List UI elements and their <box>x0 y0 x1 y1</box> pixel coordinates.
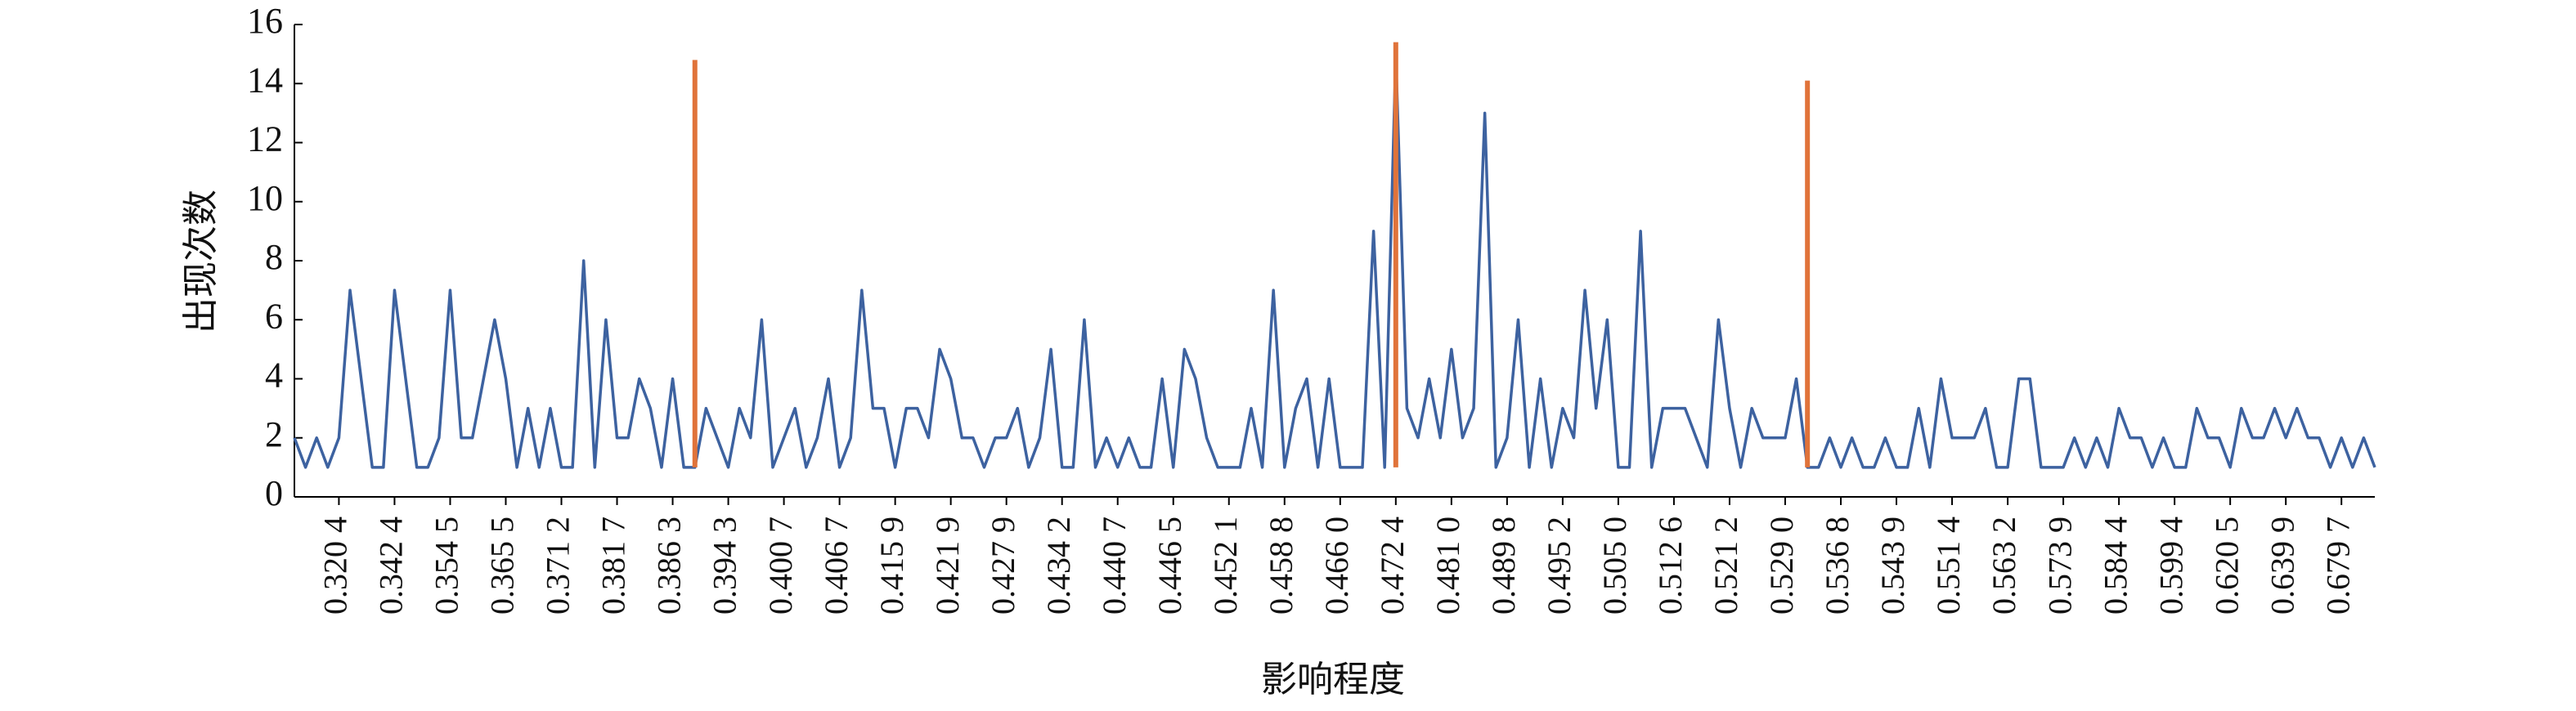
x-tick-label: 0.415 9 <box>873 516 910 615</box>
data-line <box>293 52 2376 469</box>
x-tick-label: 0.381 7 <box>595 516 632 615</box>
x-tick-label: 0.495 2 <box>1541 516 1577 615</box>
x-tick-label: 0.584 4 <box>2097 516 2134 615</box>
x-tick-label: 0.400 7 <box>762 516 799 615</box>
x-tick-label: 0.505 0 <box>1596 516 1633 615</box>
x-tick-label: 0.394 3 <box>707 516 743 615</box>
y-tick-label: 2 <box>265 414 283 454</box>
x-tick-label: 0.406 7 <box>818 516 855 615</box>
x-tick-label: 0.365 5 <box>484 516 521 615</box>
y-tick-label: 0 <box>265 473 283 513</box>
x-tick-label: 0.481 0 <box>1429 516 1466 615</box>
x-tick-label: 0.620 5 <box>2208 516 2245 615</box>
x-tick-label: 0.452 1 <box>1207 516 1244 615</box>
x-tick-label: 0.639 9 <box>2264 516 2300 615</box>
y-tick-label: 14 <box>247 60 283 100</box>
x-tick-label: 0.679 7 <box>2319 516 2356 615</box>
x-tick-label: 0.529 0 <box>1763 516 1800 615</box>
x-tick-label: 0.371 2 <box>540 516 577 615</box>
x-tick-label: 0.458 8 <box>1263 516 1299 615</box>
y-tick-label: 16 <box>247 1 283 41</box>
x-tick-label: 0.427 9 <box>985 516 1021 615</box>
y-tick-label: 8 <box>265 237 283 277</box>
y-tick-label: 12 <box>247 119 283 159</box>
y-tick-label: 6 <box>265 296 283 336</box>
x-tick-label: 0.563 2 <box>1986 516 2022 615</box>
x-tick-label: 0.466 0 <box>1318 516 1355 615</box>
y-tick-label: 4 <box>265 356 283 396</box>
x-tick-label: 0.521 2 <box>1708 516 1744 615</box>
x-tick-label: 0.386 3 <box>651 516 688 615</box>
x-tick-label: 0.446 5 <box>1151 516 1188 615</box>
x-tick-label: 0.342 4 <box>373 516 410 615</box>
x-tick-label: 0.320 4 <box>317 516 354 615</box>
x-tick-label: 0.489 8 <box>1485 516 1522 615</box>
x-tick-label: 0.434 2 <box>1040 516 1077 615</box>
x-axis-label: 影响程度 <box>1261 660 1405 700</box>
x-tick-label: 0.536 8 <box>1819 516 1856 615</box>
x-tick-label: 0.573 9 <box>2041 516 2078 615</box>
x-tick-label: 0.599 4 <box>2152 516 2189 615</box>
y-axis-label: 出现次数 <box>181 190 221 333</box>
y-tick-label: 10 <box>247 178 283 218</box>
x-tick-label: 0.543 9 <box>1874 516 1911 615</box>
x-tick-label: 0.354 5 <box>429 516 465 615</box>
x-tick-label: 0.421 9 <box>929 516 966 615</box>
x-tick-label: 0.512 6 <box>1652 516 1689 615</box>
x-tick-label: 0.440 7 <box>1096 516 1133 615</box>
x-tick-label: 0.551 4 <box>1930 516 1967 615</box>
x-tick-label: 0.472 4 <box>1374 516 1411 615</box>
